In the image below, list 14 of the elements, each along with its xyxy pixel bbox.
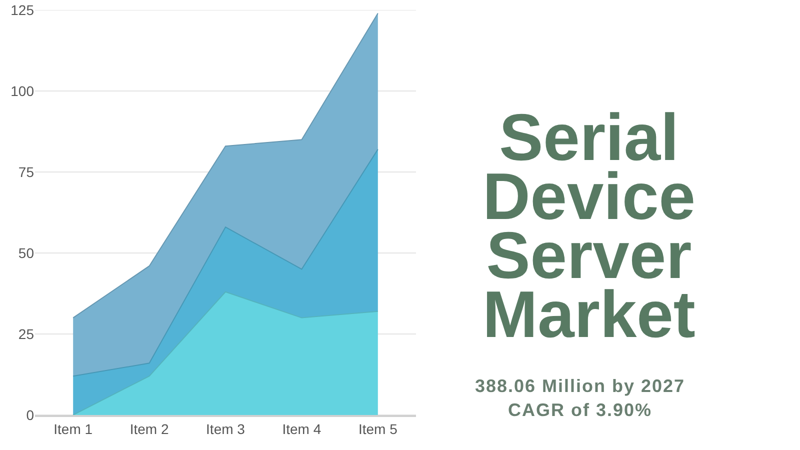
text: Serial Device Server Market bbox=[482, 100, 696, 351]
y-tick-label: 50 bbox=[18, 244, 34, 261]
y-tick-label: 100 bbox=[10, 82, 34, 99]
y-tick-label: 125 bbox=[10, 2, 34, 18]
x-tick-label: Item 5 bbox=[358, 420, 398, 437]
text: 388.06 Million by 2027 bbox=[474, 375, 686, 398]
text: CAGR of 3.90% bbox=[506, 399, 654, 422]
x-tick-label: Item 4 bbox=[282, 420, 322, 437]
x-tick-label: Item 3 bbox=[206, 420, 246, 437]
y-tick-label: 75 bbox=[18, 164, 34, 180]
y-tick-label: 0 bbox=[26, 406, 34, 423]
x-tick-label: Item 1 bbox=[54, 420, 93, 437]
x-tick-label: Item 2 bbox=[130, 420, 169, 437]
y-tick-label: 25 bbox=[18, 326, 34, 342]
